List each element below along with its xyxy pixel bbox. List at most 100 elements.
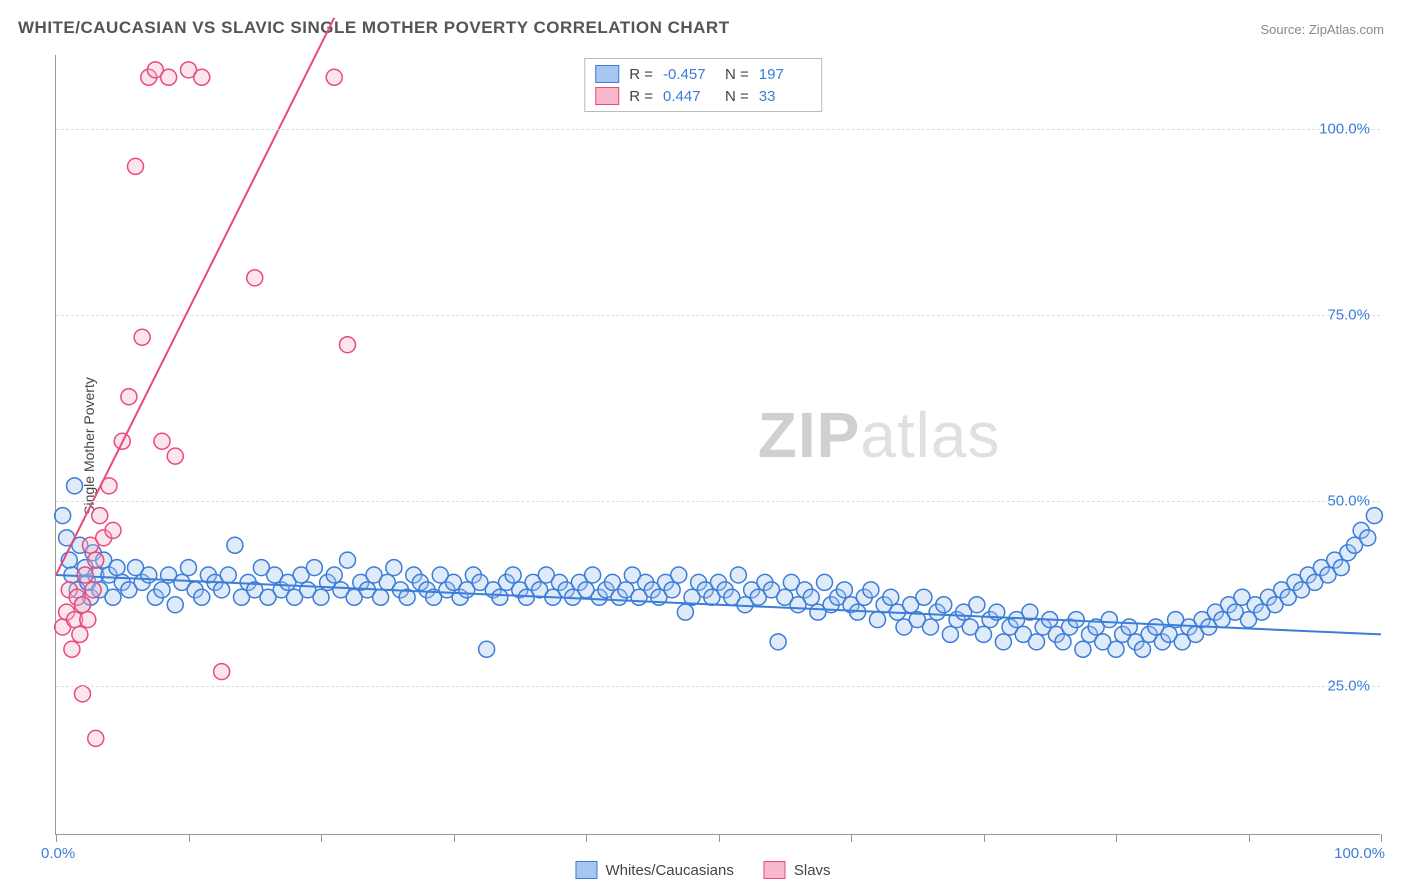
x-tick bbox=[1249, 834, 1250, 842]
trend-line bbox=[56, 18, 334, 575]
grid-line bbox=[56, 129, 1380, 130]
data-point bbox=[75, 597, 91, 613]
data-point bbox=[1101, 612, 1117, 628]
data-point bbox=[88, 552, 104, 568]
data-point bbox=[870, 612, 886, 628]
x-tick bbox=[851, 834, 852, 842]
x-tick bbox=[1381, 834, 1382, 842]
legend-r-label: R = bbox=[629, 66, 653, 83]
data-point bbox=[247, 270, 263, 286]
x-axis-max-label: 100.0% bbox=[1334, 845, 1385, 862]
data-point bbox=[141, 567, 157, 583]
data-point bbox=[386, 560, 402, 576]
legend-label: Whites/Caucasians bbox=[605, 862, 733, 879]
data-point bbox=[227, 537, 243, 553]
y-tick-label: 75.0% bbox=[1327, 307, 1370, 324]
data-point bbox=[1135, 641, 1151, 657]
x-tick bbox=[189, 834, 190, 842]
data-point bbox=[803, 589, 819, 605]
legend-n-label: N = bbox=[725, 66, 749, 83]
data-point bbox=[181, 560, 197, 576]
correlation-legend-row: R =0.447N =33 bbox=[595, 85, 811, 107]
data-point bbox=[306, 560, 322, 576]
data-point bbox=[936, 597, 952, 613]
legend-r-label: R = bbox=[629, 88, 653, 105]
data-point bbox=[326, 567, 342, 583]
y-tick-label: 25.0% bbox=[1327, 678, 1370, 695]
legend-n-value: 33 bbox=[759, 88, 811, 105]
data-point bbox=[817, 574, 833, 590]
data-point bbox=[64, 641, 80, 657]
data-point bbox=[770, 634, 786, 650]
data-point bbox=[942, 626, 958, 642]
data-point bbox=[664, 582, 680, 598]
chart-container: WHITE/CAUCASIAN VS SLAVIC SINGLE MOTHER … bbox=[0, 0, 1406, 892]
data-point bbox=[85, 582, 101, 598]
data-point bbox=[92, 508, 108, 524]
data-point bbox=[976, 626, 992, 642]
data-point bbox=[1360, 530, 1376, 546]
data-point bbox=[105, 589, 121, 605]
data-point bbox=[72, 626, 88, 642]
x-tick bbox=[586, 834, 587, 842]
data-point bbox=[154, 433, 170, 449]
y-tick-label: 50.0% bbox=[1327, 492, 1370, 509]
data-point bbox=[836, 582, 852, 598]
grid-line bbox=[56, 501, 1380, 502]
correlation-legend: R =-0.457N =197R =0.447N =33 bbox=[584, 58, 822, 112]
data-point bbox=[340, 552, 356, 568]
data-point bbox=[1333, 560, 1349, 576]
y-tick-label: 100.0% bbox=[1319, 121, 1370, 138]
x-tick bbox=[321, 834, 322, 842]
legend-r-value: 0.447 bbox=[663, 88, 715, 105]
data-point bbox=[492, 589, 508, 605]
data-point bbox=[80, 612, 96, 628]
legend-swatch bbox=[595, 87, 619, 105]
legend-swatch bbox=[575, 861, 597, 879]
data-point bbox=[220, 567, 236, 583]
data-point bbox=[585, 567, 601, 583]
data-point bbox=[88, 730, 104, 746]
plot-svg bbox=[56, 55, 1380, 834]
legend-label: Slavs bbox=[794, 862, 831, 879]
data-point bbox=[995, 634, 1011, 650]
grid-line bbox=[56, 315, 1380, 316]
legend-swatch bbox=[764, 861, 786, 879]
data-point bbox=[67, 478, 83, 494]
data-point bbox=[194, 589, 210, 605]
data-point bbox=[105, 522, 121, 538]
x-tick bbox=[719, 834, 720, 842]
data-point bbox=[1055, 634, 1071, 650]
data-point bbox=[505, 567, 521, 583]
data-point bbox=[77, 567, 93, 583]
data-point bbox=[969, 597, 985, 613]
data-point bbox=[730, 567, 746, 583]
legend-r-value: -0.457 bbox=[663, 66, 715, 83]
chart-title: WHITE/CAUCASIAN VS SLAVIC SINGLE MOTHER … bbox=[18, 18, 730, 38]
data-point bbox=[214, 582, 230, 598]
data-point bbox=[671, 567, 687, 583]
data-point bbox=[863, 582, 879, 598]
data-point bbox=[75, 686, 91, 702]
data-point bbox=[109, 560, 125, 576]
legend-item: Slavs bbox=[764, 861, 831, 879]
legend-item: Whites/Caucasians bbox=[575, 861, 733, 879]
data-point bbox=[214, 664, 230, 680]
data-point bbox=[373, 589, 389, 605]
data-point bbox=[1029, 634, 1045, 650]
x-tick bbox=[56, 834, 57, 842]
data-point bbox=[883, 589, 899, 605]
x-tick bbox=[454, 834, 455, 842]
data-point bbox=[479, 641, 495, 657]
source-attribution: Source: ZipAtlas.com bbox=[1260, 22, 1384, 37]
data-point bbox=[923, 619, 939, 635]
plot-area: ZIPatlas 25.0%50.0%75.0%100.0%0.0%100.0% bbox=[55, 55, 1380, 835]
data-point bbox=[677, 604, 693, 620]
data-point bbox=[167, 597, 183, 613]
data-point bbox=[121, 389, 137, 405]
data-point bbox=[1121, 619, 1137, 635]
x-axis-min-label: 0.0% bbox=[41, 845, 75, 862]
data-point bbox=[194, 69, 210, 85]
correlation-legend-row: R =-0.457N =197 bbox=[595, 63, 811, 85]
data-point bbox=[55, 508, 71, 524]
